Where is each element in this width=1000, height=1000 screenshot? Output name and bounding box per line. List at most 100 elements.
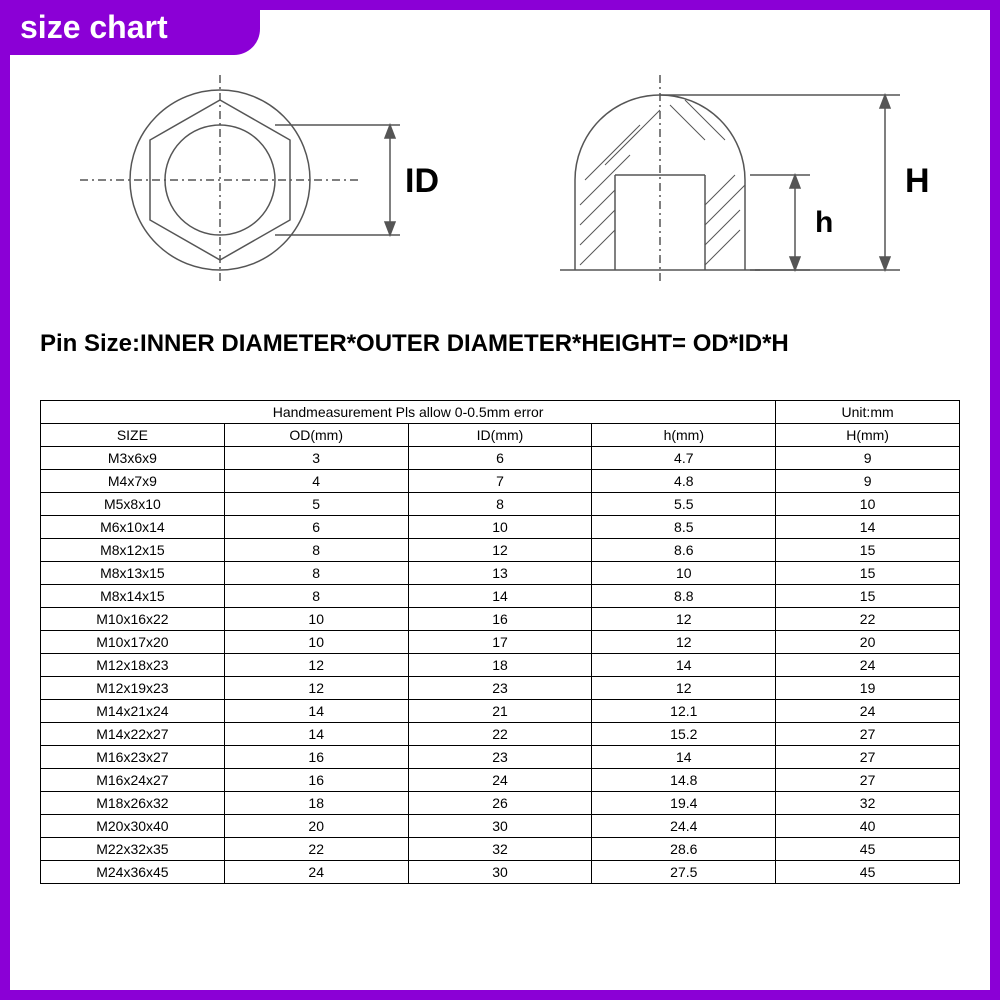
table-row: M8x12x158128.615 xyxy=(41,539,960,562)
table-row: M20x30x40203024.440 xyxy=(41,815,960,838)
table-header-row-2: SIZE OD(mm) ID(mm) h(mm) H(mm) xyxy=(41,424,960,447)
table-cell: M18x26x32 xyxy=(41,792,225,815)
table-cell: M6x10x14 xyxy=(41,516,225,539)
table-row: M22x32x35223228.645 xyxy=(41,838,960,861)
table-cell: 7 xyxy=(408,470,592,493)
table-cell: 10 xyxy=(776,493,960,516)
table-row: M16x24x27162414.827 xyxy=(41,769,960,792)
table-cell: 5 xyxy=(224,493,408,516)
svg-text:ID: ID xyxy=(405,162,439,200)
table-cell: 24 xyxy=(776,700,960,723)
table-cell: 45 xyxy=(776,838,960,861)
table-cell: 23 xyxy=(408,746,592,769)
table-cell: 12 xyxy=(224,654,408,677)
table-cell: 8.8 xyxy=(592,585,776,608)
table-cell: 45 xyxy=(776,861,960,884)
table-cell: 12 xyxy=(592,677,776,700)
table-cell: 10 xyxy=(224,631,408,654)
table-row: M14x21x24142112.124 xyxy=(41,700,960,723)
table-cell: M14x21x24 xyxy=(41,700,225,723)
table-cell: 26 xyxy=(408,792,592,815)
table-cell: 13 xyxy=(408,562,592,585)
table-cell: 14 xyxy=(592,654,776,677)
table-cell: 4 xyxy=(224,470,408,493)
table-cell: 12 xyxy=(592,631,776,654)
table-row: M8x14x158148.815 xyxy=(41,585,960,608)
table-cell: 18 xyxy=(224,792,408,815)
table-cell: 24.4 xyxy=(592,815,776,838)
table-cell: 12 xyxy=(592,608,776,631)
table-cell: 9 xyxy=(776,447,960,470)
table-cell: 8 xyxy=(224,585,408,608)
table-row: M4x7x9474.89 xyxy=(41,470,960,493)
title-text: size chart xyxy=(20,9,168,46)
table-row: M16x23x2716231427 xyxy=(41,746,960,769)
table-cell: 9 xyxy=(776,470,960,493)
table-cell: 4.7 xyxy=(592,447,776,470)
table-cell: 6 xyxy=(408,447,592,470)
table-cell: 18 xyxy=(408,654,592,677)
table-row: M24x36x45243027.545 xyxy=(41,861,960,884)
table-cell: 15.2 xyxy=(592,723,776,746)
technical-diagram: ID xyxy=(40,70,960,300)
table-cell: 16 xyxy=(224,769,408,792)
table-cell: 14 xyxy=(408,585,592,608)
table-cell: M20x30x40 xyxy=(41,815,225,838)
table-row: M12x18x2312181424 xyxy=(41,654,960,677)
table-cell: 14 xyxy=(776,516,960,539)
table-cell: 24 xyxy=(408,769,592,792)
table-cell: 40 xyxy=(776,815,960,838)
table-cell: 16 xyxy=(224,746,408,769)
table-cell: 5.5 xyxy=(592,493,776,516)
table-cell: M22x32x35 xyxy=(41,838,225,861)
table-cell: 30 xyxy=(408,861,592,884)
svg-text:h: h xyxy=(815,206,833,239)
table-cell: 12 xyxy=(224,677,408,700)
table-cell: 23 xyxy=(408,677,592,700)
table-cell: 16 xyxy=(408,608,592,631)
table-cell: 8 xyxy=(224,562,408,585)
table-cell: 24 xyxy=(224,861,408,884)
table-row: M12x19x2312231219 xyxy=(41,677,960,700)
svg-text:H: H xyxy=(905,162,930,200)
table-cell: 14.8 xyxy=(592,769,776,792)
table-cell: 14 xyxy=(224,723,408,746)
table-cell: 15 xyxy=(776,585,960,608)
table-cell: 28.6 xyxy=(592,838,776,861)
table-cell: 15 xyxy=(776,562,960,585)
title-tab: size chart xyxy=(0,0,260,55)
table-cell: M12x18x23 xyxy=(41,654,225,677)
table-row: M5x8x10585.510 xyxy=(41,493,960,516)
table-cell: 22 xyxy=(224,838,408,861)
table-cell: M24x36x45 xyxy=(41,861,225,884)
table-row: M8x13x158131015 xyxy=(41,562,960,585)
table-cell: 21 xyxy=(408,700,592,723)
table-cell: 27 xyxy=(776,769,960,792)
table-cell: 12 xyxy=(408,539,592,562)
table-cell: 8.6 xyxy=(592,539,776,562)
size-table-container: Handmeasurement Pls allow 0-0.5mm error … xyxy=(40,400,960,884)
table-cell: M8x14x15 xyxy=(41,585,225,608)
table-cell: M8x13x15 xyxy=(41,562,225,585)
table-row: M6x10x146108.514 xyxy=(41,516,960,539)
table-cell: 10 xyxy=(224,608,408,631)
table-cell: M5x8x10 xyxy=(41,493,225,516)
table-cell: 12.1 xyxy=(592,700,776,723)
table-cell: M3x6x9 xyxy=(41,447,225,470)
col-id: ID(mm) xyxy=(408,424,592,447)
table-cell: M16x24x27 xyxy=(41,769,225,792)
table-cell: 10 xyxy=(592,562,776,585)
table-cell: 27 xyxy=(776,723,960,746)
col-h: h(mm) xyxy=(592,424,776,447)
table-cell: 10 xyxy=(408,516,592,539)
size-table: Handmeasurement Pls allow 0-0.5mm error … xyxy=(40,400,960,884)
table-cell: 20 xyxy=(776,631,960,654)
table-cell: 6 xyxy=(224,516,408,539)
table-cell: 32 xyxy=(408,838,592,861)
table-cell: 15 xyxy=(776,539,960,562)
unit-label: Unit:mm xyxy=(776,401,960,424)
table-cell: 19.4 xyxy=(592,792,776,815)
table-row: M10x17x2010171220 xyxy=(41,631,960,654)
table-cell: 14 xyxy=(224,700,408,723)
table-cell: 14 xyxy=(592,746,776,769)
